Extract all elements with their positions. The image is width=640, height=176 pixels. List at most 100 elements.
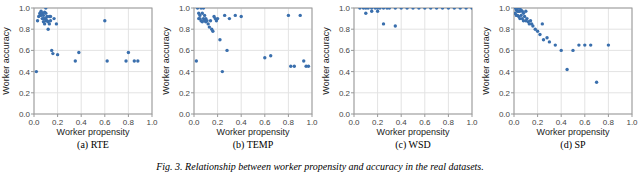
point <box>203 14 206 17</box>
point <box>48 22 51 25</box>
tick-label: 0.2 <box>339 89 351 98</box>
subtitle: (d) SP <box>560 139 586 151</box>
grid-line <box>354 71 472 72</box>
grid-line <box>514 71 632 72</box>
points <box>514 8 610 84</box>
point <box>607 43 610 46</box>
tick-label: 1.0 <box>306 118 318 127</box>
point <box>388 8 391 10</box>
tick-mark <box>104 114 105 117</box>
tick-mark <box>264 114 265 117</box>
tick-label: 0.0 <box>348 118 360 127</box>
grid-line <box>561 8 562 114</box>
point <box>378 8 381 10</box>
tick-mark <box>31 114 34 115</box>
point <box>36 19 39 22</box>
tick-mark <box>31 8 34 9</box>
point <box>216 17 219 20</box>
point <box>459 8 462 10</box>
plot-frame <box>514 8 632 114</box>
point <box>44 8 47 10</box>
point <box>577 43 580 46</box>
point <box>358 8 361 10</box>
grid-line <box>584 8 585 114</box>
point <box>548 40 551 43</box>
grid-line <box>194 71 312 72</box>
tick-label: 1.0 <box>179 4 191 13</box>
points <box>35 8 140 73</box>
tick-mark <box>351 71 354 72</box>
panel: 0.00.20.40.60.81.00.00.20.40.60.81.0Work… <box>321 4 478 151</box>
y-axis-label: Worker accuracy <box>1 27 11 95</box>
grid-line <box>608 8 609 114</box>
grid-line <box>514 92 632 93</box>
point <box>240 15 243 18</box>
point <box>35 70 38 73</box>
grid-line <box>194 92 312 93</box>
tick-mark <box>472 114 473 117</box>
point <box>211 30 214 33</box>
tick-mark <box>288 114 289 117</box>
figure: 0.00.20.40.60.81.00.00.20.40.60.81.0Work… <box>0 0 640 176</box>
tick-mark <box>31 29 34 30</box>
tick-label: 0.2 <box>499 89 511 98</box>
grid-line <box>264 8 265 114</box>
tick-mark <box>57 114 58 117</box>
point <box>417 8 420 10</box>
tick-mark <box>351 50 354 51</box>
point <box>435 8 438 10</box>
point <box>55 22 58 25</box>
point <box>542 38 545 41</box>
point <box>453 8 456 10</box>
point <box>209 19 212 22</box>
point <box>269 54 272 57</box>
point <box>524 9 527 12</box>
point <box>560 49 563 52</box>
tick-label: 0.6 <box>579 118 591 127</box>
y-axis-label: Worker accuracy <box>481 27 491 95</box>
tick-label: 0.6 <box>499 46 511 55</box>
tick-label: 0.6 <box>19 46 31 55</box>
tick-mark <box>537 114 538 117</box>
tick-mark <box>448 114 449 117</box>
point <box>423 8 426 10</box>
point <box>202 8 205 10</box>
tick-label: 0.2 <box>532 118 544 127</box>
point <box>366 8 369 10</box>
grid-line <box>34 71 152 72</box>
grid-line <box>288 8 289 114</box>
tick-mark <box>31 50 34 51</box>
point <box>293 65 296 68</box>
tick-label: 0.0 <box>499 110 511 119</box>
grid-line <box>194 50 312 51</box>
tick-label: 1.0 <box>626 118 638 127</box>
grid-line <box>448 8 449 114</box>
tick-mark <box>351 114 354 115</box>
point <box>105 59 108 62</box>
tick-label: 0.2 <box>212 118 224 127</box>
grid-line <box>354 50 472 51</box>
tick-label: 0.6 <box>179 46 191 55</box>
tick-mark <box>511 29 514 30</box>
point <box>538 33 541 36</box>
tick-mark <box>561 114 562 117</box>
point <box>394 8 397 10</box>
point <box>299 14 302 17</box>
grid-line <box>81 8 82 114</box>
point <box>195 59 198 62</box>
plot-frame <box>194 8 312 114</box>
point <box>77 51 80 54</box>
point <box>221 70 224 73</box>
point <box>382 8 385 10</box>
x-axis-label: Worker propensity <box>217 127 290 137</box>
tick-label: 0.4 <box>499 68 511 77</box>
tick-mark <box>584 114 585 117</box>
tick-label: 0.0 <box>508 118 520 127</box>
tick-label: 0.6 <box>419 118 431 127</box>
plot-frame <box>34 8 152 114</box>
point <box>196 8 199 10</box>
panel: 0.00.20.40.60.81.00.00.20.40.60.81.0Work… <box>481 4 638 151</box>
tick-mark <box>128 114 129 117</box>
tick-mark <box>351 8 354 9</box>
point <box>411 8 414 10</box>
